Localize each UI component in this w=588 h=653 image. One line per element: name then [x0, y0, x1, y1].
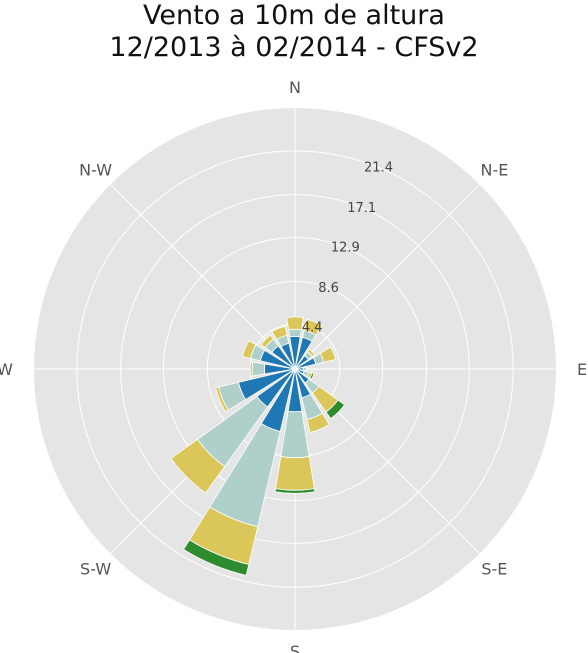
chart-title-line-2: 12/2013 à 02/2014 - CFSv2: [109, 32, 479, 63]
wind-bar-segment: [260, 334, 275, 349]
wind-bar-segment: [251, 361, 266, 377]
wind-bar-segment: [183, 539, 250, 576]
wind-bar-segment: [319, 346, 337, 363]
direction-label: S-W: [80, 559, 111, 578]
wind-bar-segment: [286, 316, 304, 331]
wind-bar-segment: [306, 348, 316, 358]
wind-bar-segment: [241, 340, 257, 359]
direction-label: N-E: [480, 161, 508, 180]
direction-label: W: [0, 360, 13, 379]
wind-bar-segment: [325, 399, 346, 420]
grid-spoke: [110, 184, 296, 370]
direction-label: N-W: [79, 161, 112, 180]
direction-label: S: [290, 642, 300, 653]
radial-tick-label: 17.1: [347, 201, 376, 216]
wind-bars: [170, 316, 346, 576]
grid-spoke: [294, 184, 480, 370]
wind-bar-segment: [306, 412, 330, 433]
radial-tick-label: 21.4: [364, 160, 393, 175]
direction-label: S-E: [481, 559, 507, 578]
wind-bar-segment: [215, 386, 229, 413]
wind-bar-segment: [309, 372, 315, 380]
radial-tick-label: 4.4: [302, 321, 323, 336]
wind-bar-segment: [288, 328, 302, 338]
chart-title: Vento a 10m de altura 12/2013 à 02/2014 …: [0, 0, 588, 64]
radial-tick-label: 12.9: [331, 240, 360, 255]
direction-label: N: [289, 78, 301, 97]
wind-bar-segment: [249, 361, 254, 377]
radial-tick-labels: 4.4 8.6 12.9 17.1 21.4: [302, 160, 393, 335]
wind-bar-segment: [303, 318, 323, 336]
radial-tick-label: 8.6: [318, 281, 339, 296]
wind-bar-segment: [302, 366, 307, 372]
wind-bar-segment: [274, 488, 316, 494]
direction-labels: N N-E E S-E S S-W W N-W: [0, 78, 587, 653]
wind-bar-segment: [275, 456, 315, 491]
wind-bar-segment: [271, 325, 288, 341]
wind-bar-segment: [170, 438, 226, 494]
chart-title-line-1: Vento a 10m de altura: [143, 0, 445, 31]
direction-label: E: [577, 360, 587, 379]
